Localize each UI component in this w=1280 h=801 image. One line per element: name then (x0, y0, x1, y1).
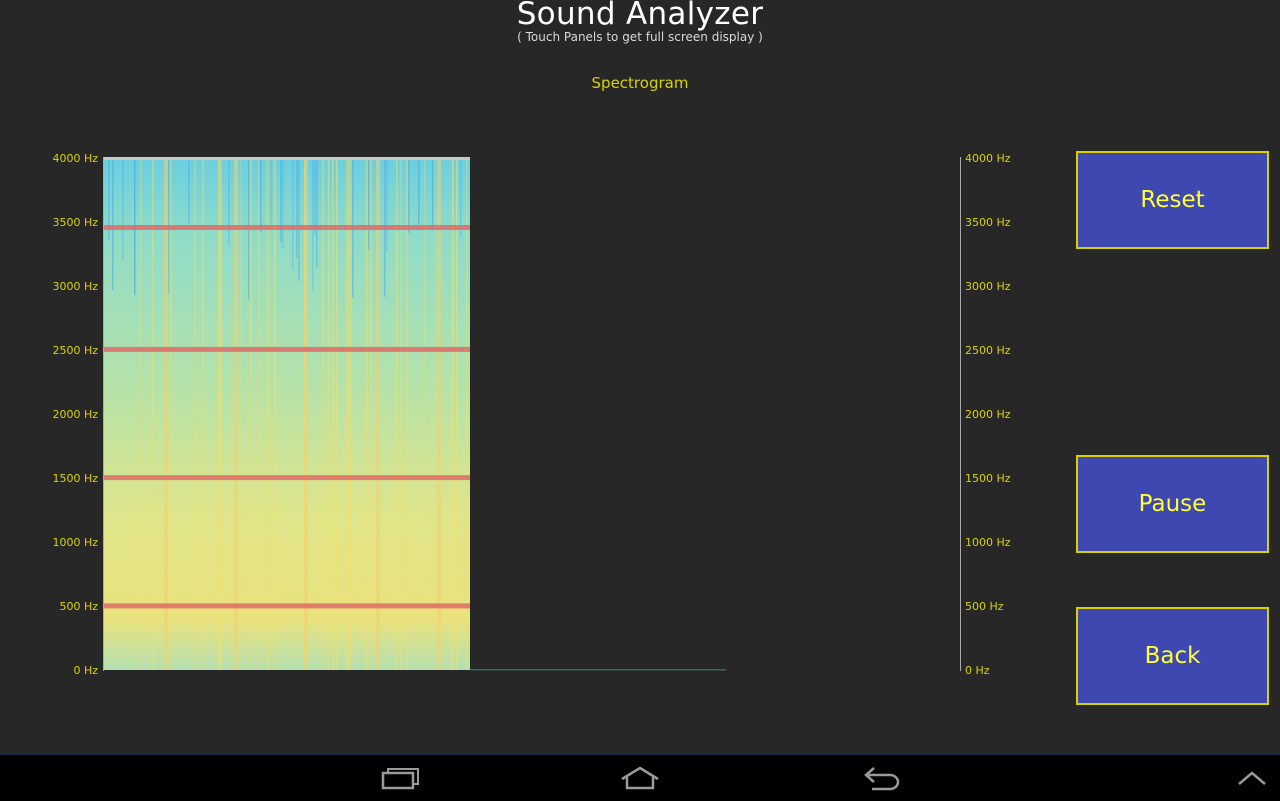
spectrogram-streak (432, 160, 434, 231)
spectrogram-streak (296, 160, 298, 259)
spectrogram-background (104, 160, 470, 670)
spectrogram-streak (332, 160, 334, 670)
spectrogram-streak (250, 160, 252, 670)
left-axis-label-500: 500 Hz (59, 600, 98, 613)
spectrogram-streak (266, 160, 268, 670)
spectrogram-streak (434, 160, 436, 670)
right-axis-line (960, 157, 961, 671)
left-axis-label-2000: 2000 Hz (52, 408, 98, 421)
spectrogram-streak (328, 160, 330, 670)
right-axis-label-4000: 4000 Hz (965, 152, 1011, 165)
reset-button[interactable]: Reset (1076, 151, 1269, 249)
spectrogram-streak (218, 160, 220, 670)
spectrogram-event-column (304, 160, 308, 670)
right-axis-label-2500: 2500 Hz (965, 344, 1011, 357)
spectrogram-streak (220, 160, 222, 670)
spectrogram-streak (314, 160, 316, 235)
spectrogram-streak (424, 160, 426, 670)
spectrogram-streak (400, 160, 402, 670)
spectrogram-streak (260, 160, 262, 233)
spectrogram-baseline (470, 669, 726, 671)
recent-apps-icon[interactable] (380, 765, 420, 791)
spectrogram-band (104, 225, 470, 230)
spectrogram-streak (258, 160, 260, 670)
right-axis-label-1000: 1000 Hz (965, 536, 1011, 549)
spectrogram-streak (292, 160, 294, 270)
spectrogram-streak (274, 160, 276, 670)
spectrogram-streak (152, 160, 154, 670)
spectrogram-streak (108, 160, 110, 240)
spectrogram-streak (268, 160, 270, 670)
spectrogram-streak (282, 160, 284, 249)
left-axis-label-3500: 3500 Hz (52, 216, 98, 229)
spectrogram-streak (280, 160, 282, 243)
spectrogram-streak (336, 160, 338, 670)
right-axis-label-1500: 1500 Hz (965, 472, 1011, 485)
spectrogram-streak (456, 160, 458, 670)
system-navigation-bar (0, 754, 1280, 801)
spectrogram-event-column (437, 160, 441, 670)
app-subtitle: ( Touch Panels to get full screen displa… (517, 30, 763, 44)
spectrogram-streak (466, 160, 468, 670)
spectrogram-streak (188, 160, 190, 224)
spectrogram-streak (240, 160, 242, 670)
spectrogram-streak (348, 160, 350, 670)
spectrogram-streak (366, 160, 368, 670)
spectrogram-streak (408, 160, 410, 234)
spectrogram-event-column (234, 160, 238, 670)
right-axis-label-0: 0 Hz (965, 664, 990, 677)
back-button[interactable]: Back (1076, 607, 1269, 705)
spectrogram-streak (370, 160, 372, 670)
spectrogram-streak (396, 160, 398, 670)
spectrogram-streak (298, 160, 300, 281)
spectrogram-streak (350, 160, 352, 670)
left-axis-label-0: 0 Hz (73, 664, 98, 677)
spectrogram-streak (418, 160, 420, 225)
back-arrow-icon[interactable] (862, 765, 902, 791)
spectrogram-streak (122, 160, 124, 260)
sound-analyzer-app: Sound Analyzer ( Touch Panels to get ful… (52, 0, 1269, 705)
spectrogram-streak (322, 160, 324, 670)
left-axis-label-1000: 1000 Hz (52, 536, 98, 549)
left-axis-line (103, 157, 104, 671)
spectrogram-streak (194, 160, 196, 670)
home-icon[interactable] (618, 765, 662, 791)
spectrogram-event-column (164, 160, 168, 670)
left-axis-label-4000: 4000 Hz (52, 152, 98, 165)
spectrogram-band (104, 475, 470, 481)
left-axis-label-3000: 3000 Hz (52, 280, 98, 293)
app-title: Sound Analyzer (516, 0, 764, 32)
left-axis-label-2500: 2500 Hz (52, 344, 98, 357)
spectrogram-band (104, 603, 470, 609)
right-axis-label-3000: 3000 Hz (965, 280, 1011, 293)
right-axis-label-3500: 3500 Hz (965, 216, 1011, 229)
spectrogram-streak (140, 160, 142, 670)
right-axis-label-500: 500 Hz (965, 600, 1004, 613)
spectrogram-plot[interactable] (104, 157, 726, 673)
pause-button[interactable]: Pause (1076, 455, 1269, 553)
spectrogram-streak (316, 160, 318, 269)
spectrogram-streak (228, 160, 230, 246)
spectrogram-streak (452, 160, 454, 670)
spectrogram-panel-label: Spectrogram (591, 74, 689, 92)
spectrogram-streak (386, 160, 388, 252)
chevron-up-icon[interactable] (1236, 769, 1268, 787)
spectrogram-top-border (104, 157, 470, 160)
left-axis-label-1500: 1500 Hz (52, 472, 98, 485)
spectrogram-band (104, 346, 470, 352)
spectrogram-streak (202, 160, 204, 670)
spectrogram-streak (368, 160, 370, 250)
spectrogram-event-column (376, 160, 380, 670)
spectrogram-streak (270, 160, 272, 227)
right-axis-label-2000: 2000 Hz (965, 408, 1011, 421)
spectrogram-streak (346, 160, 348, 670)
spectrogram-streak (406, 160, 408, 670)
spectrogram-streak (170, 160, 172, 670)
spectrogram-streak (460, 160, 462, 237)
